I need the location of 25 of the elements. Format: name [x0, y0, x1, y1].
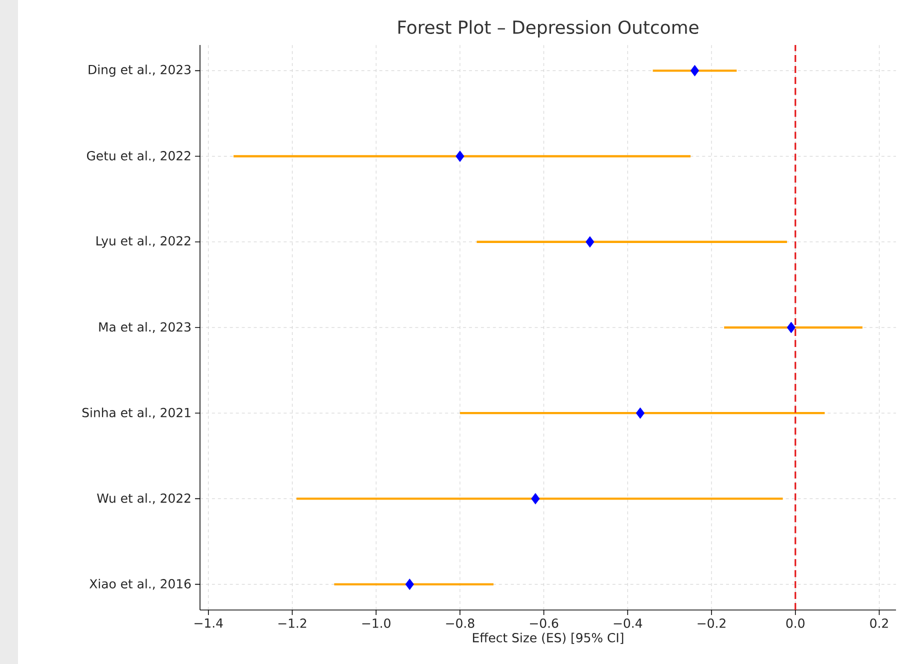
y-tick-label: Ding et al., 2023 — [88, 64, 190, 77]
y-tick-label: Xiao et al., 2016 — [90, 578, 191, 590]
point — [636, 407, 645, 419]
point — [586, 236, 594, 248]
y-tick-label: Lyu et al., 2022 — [96, 236, 190, 248]
y-tick-label: Wu et al., 2022 — [97, 493, 190, 504]
y-tick-label: Getu et al., 2022 — [87, 150, 190, 162]
chart-title: Forest Plot – Depression Outcome — [398, 20, 698, 38]
x-tick-label: −0.4 — [614, 618, 642, 628]
x-tick-label: −0.2 — [698, 618, 726, 628]
x-tick-label: −1.0 — [362, 618, 390, 628]
x-axis-title: Effect Size (ES) [95% CI] — [472, 632, 624, 644]
point — [531, 493, 540, 504]
y-tick-label: Sinha et al., 2021 — [82, 408, 190, 419]
x-tick-label: −0.8 — [446, 618, 474, 628]
point — [786, 322, 796, 334]
x-tick-label: −1.4 — [194, 618, 223, 628]
x-tick-label: 0.0 — [786, 618, 804, 628]
x-tick-label: −1.2 — [278, 618, 306, 628]
point — [456, 150, 464, 162]
x-tick-label: −0.6 — [530, 618, 558, 628]
x-tick-label: 0.2 — [870, 618, 888, 628]
point — [690, 64, 700, 76]
point — [405, 578, 414, 590]
y-tick-label: Ma et al., 2023 — [99, 322, 190, 333]
